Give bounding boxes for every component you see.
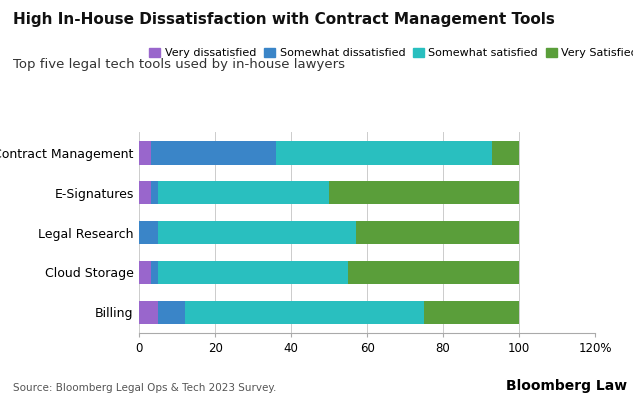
Legend: Very dissatisfied, Somewhat dissatisfied, Somewhat satisfied, Very Satisfied: Very dissatisfied, Somewhat dissatisfied… [145,43,633,63]
Bar [139,142,151,164]
Bar [348,261,519,284]
Bar [158,181,329,205]
Bar [492,142,519,164]
Bar [158,261,348,284]
Text: High In-House Dissatisfaction with Contract Management Tools: High In-House Dissatisfaction with Contr… [13,12,555,27]
Bar [185,301,424,324]
Bar [329,181,519,205]
Bar [276,142,492,164]
Text: Top five legal tech tools used by in-house lawyers: Top five legal tech tools used by in-hou… [13,58,344,71]
Bar [151,181,158,205]
Bar [151,261,158,284]
Bar [139,261,151,284]
Bar [356,221,519,244]
Bar [139,221,158,244]
Bar [158,221,356,244]
Bar [158,301,185,324]
Bar [151,142,276,164]
Bar [139,181,151,205]
Text: Source: Bloomberg Legal Ops & Tech 2023 Survey.: Source: Bloomberg Legal Ops & Tech 2023 … [13,383,276,393]
Text: Bloomberg Law: Bloomberg Law [506,379,627,393]
Bar [424,301,519,324]
Bar [139,301,158,324]
